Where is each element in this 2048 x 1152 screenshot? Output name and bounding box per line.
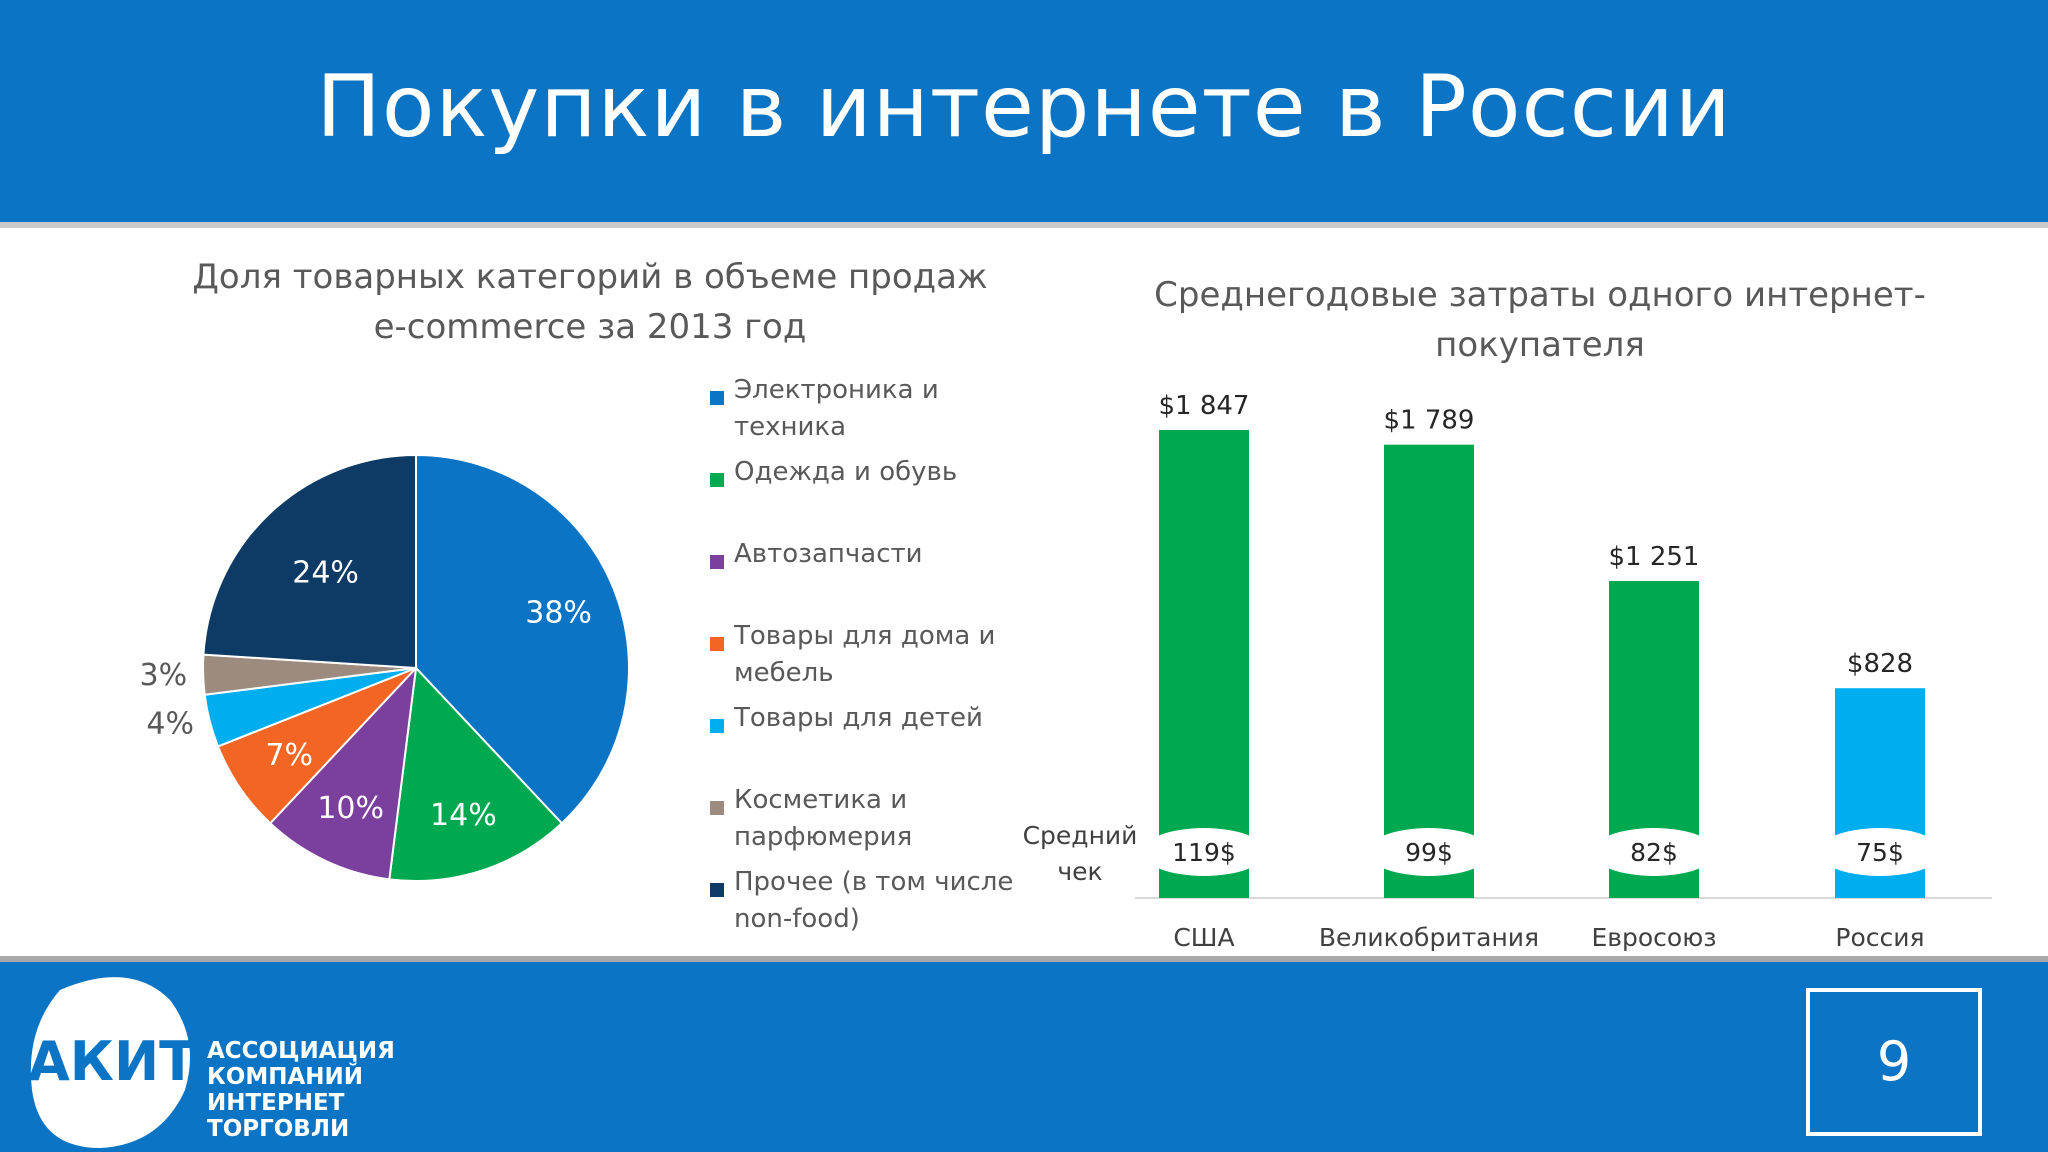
average-check-oval [1367,828,1491,876]
pie-data-label: 10% [317,791,384,826]
pie-slice [268,665,418,881]
bar-value-label: $1 251 [1609,542,1700,572]
pie-slice [202,453,417,670]
legend-swatch [710,555,724,569]
average-check-value: 82$ [1630,838,1678,867]
pie-data-label: 7% [265,738,313,773]
pie-data-label: 3% [140,658,188,693]
legend-label: Электроника и техника [734,375,939,442]
legend-label: Автозапчасти [734,539,923,569]
footer-divider [0,956,2048,962]
logo-line: ИНТЕРНЕТ [207,1090,345,1116]
average-check-value: 99$ [1405,838,1453,867]
akit-logo: АКИТ [28,977,196,1148]
legend-swatch [710,391,724,405]
pie-data-label: 38% [525,596,592,631]
x-tick-label: Великобритания [1319,923,1539,952]
bar [1159,430,1249,898]
slide-title: Покупки в интернете в России [316,57,1732,157]
logo-line: АССОЦИАЦИЯ [207,1038,395,1064]
bar [1384,444,1474,898]
bar-value-label: $828 [1847,649,1913,679]
legend-swatch [710,801,724,815]
average-check-label: Средний чек [1023,821,1138,886]
legend-swatch [710,719,724,733]
x-tick-label: Россия [1835,923,1924,952]
bar-value-label: $1 789 [1384,406,1475,436]
akit-logo-text: АССОЦИАЦИЯ КОМПАНИЙ ИНТЕРНЕТ ТОРГОВЛИ [207,1038,395,1142]
footer-bar: АКИТ АССОЦИАЦИЯ КОМПАНИЙ ИНТЕРНЕТ ТОРГОВ… [0,962,2048,1152]
bar-chart-title: Среднегодовые затраты одного интернет-по… [1154,275,1926,365]
x-tick-label: США [1173,923,1234,952]
legend-label: Товары для дома и мебель [734,621,996,688]
pie-chart-title: Доля товарных категорий в объеме продаж … [192,257,988,347]
logo-line: ТОРГОВЛИ [207,1116,350,1142]
legend-swatch [710,883,724,897]
legend-label: Одежда и обувь [734,457,958,487]
pie-slice [415,453,630,825]
legend-swatch [710,637,724,651]
legend-label: Косметика и парфюмерия [734,785,913,852]
akit-logo-shape [30,977,191,1148]
pie-slice [388,665,564,882]
average-check-oval [1142,828,1266,876]
akit-logo-abbr: АКИТ [28,1030,196,1093]
pie-data-label: 4% [146,706,194,741]
legend-swatch [710,473,724,487]
average-check-value: 75$ [1856,838,1904,867]
page-number: 9 [1806,988,1982,1136]
pie-data-label: 14% [430,798,497,833]
legend-label: Прочее (в том числе non-food) [734,867,1014,934]
pie-data-label: 24% [292,556,359,591]
logo-line: КОМПАНИЙ [207,1064,364,1090]
average-check-value: 119$ [1172,838,1236,867]
header-bar: Покупки в интернете в России [0,0,2048,222]
average-check-oval [1592,828,1716,876]
x-tick-label: Евросоюз [1591,923,1716,952]
legend-label: Товары для детей [734,703,983,733]
bar-value-label: $1 847 [1159,391,1250,421]
average-check-oval [1818,828,1942,876]
header-divider [0,222,2048,228]
